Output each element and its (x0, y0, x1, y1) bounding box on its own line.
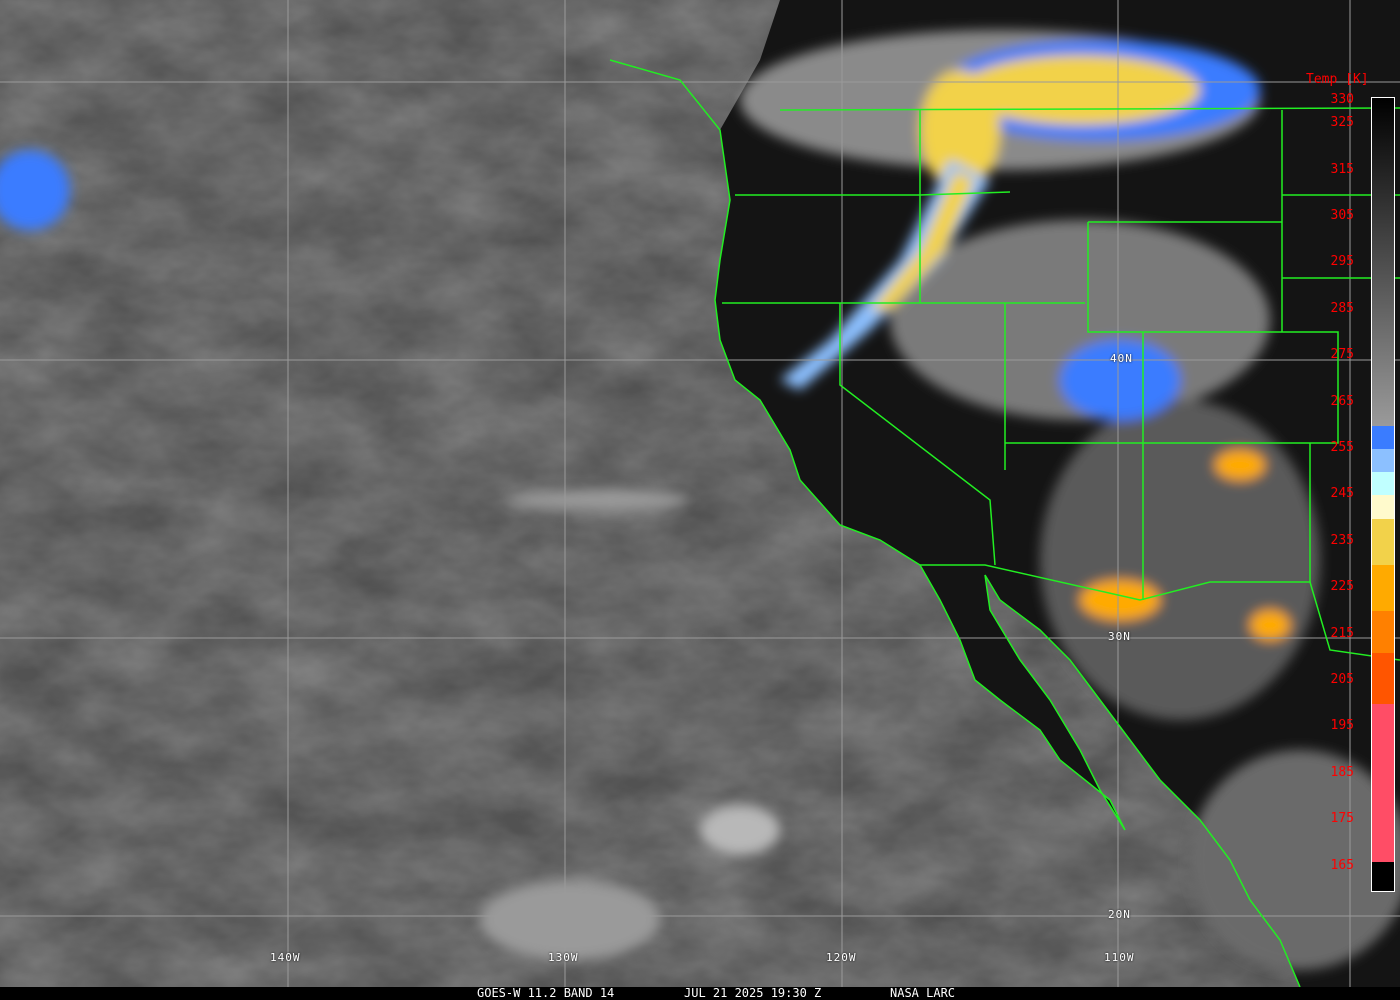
colorbar-segment (1372, 704, 1394, 862)
colorbar-tick-label: 245 (1330, 486, 1354, 502)
colorbar-segment (1372, 425, 1394, 449)
caption-datetime: JUL 21 2025 19:30 Z (684, 986, 822, 1000)
colorbar-segment (1372, 861, 1394, 876)
caption-source: NASA LARC (890, 986, 956, 1000)
lat-label-30n: 30N (1108, 630, 1131, 643)
colorbar-title: Temp [K] (1306, 72, 1369, 87)
colorbar-tick-label: 225 (1330, 579, 1354, 595)
colorbar-tick-label: 195 (1330, 718, 1354, 734)
temperature-colorbar (1371, 97, 1395, 892)
colorbar-tick-label: 205 (1330, 672, 1354, 687)
ca-nv-border (839, 303, 996, 566)
colorbar-tick-label: 235 (1330, 532, 1354, 548)
lon-label-120w: 120W (826, 951, 857, 964)
image-caption: GOES-W 11.2 BAND 14 JUL 21 2025 19:30 Z … (0, 987, 1400, 1000)
colorbar-segment (1372, 98, 1394, 426)
colorbar-tick-label: 175 (1330, 811, 1354, 827)
colorbar-tick-label: 265 (1330, 393, 1354, 409)
colorbar-segment (1372, 472, 1394, 496)
colorbar-segment (1372, 611, 1394, 654)
colorbar-tick-label: 185 (1330, 764, 1354, 780)
lon-label-140w: 140W (270, 951, 301, 964)
us-mexico-border (920, 564, 1400, 661)
canada-us-border (779, 107, 1400, 111)
colorbar-tick-label: 285 (1330, 300, 1354, 316)
colorbar-tick-label: 305 (1330, 208, 1354, 223)
colorbar-segment (1372, 565, 1394, 612)
colorbar-tick-label: 255 (1330, 440, 1354, 455)
lon-label-110w: 110W (1104, 951, 1135, 964)
coastline (609, 59, 1301, 987)
colorbar-tick-label: 275 (1330, 347, 1354, 363)
colorbar-tick-label: 315 (1330, 161, 1354, 177)
colorbar-tick-label: 165 (1330, 857, 1354, 873)
lat-label-40n: 40N (1110, 352, 1133, 365)
colorbar-segment (1372, 518, 1394, 565)
coastlines-and-borders (609, 59, 1400, 987)
colorbar-tick-label: 215 (1330, 625, 1354, 641)
colorbar-segment (1372, 653, 1394, 705)
lat-label-20n: 20N (1108, 908, 1131, 921)
colorbar-segment (1372, 495, 1394, 519)
colorbar-tick-label: 295 (1330, 254, 1354, 270)
colorbar-tick-label: 325 (1330, 115, 1354, 131)
colorbar-tick-label: 330 (1330, 92, 1354, 107)
state-borders (919, 110, 1400, 600)
caption-product: GOES-W 11.2 BAND 14 (477, 986, 615, 1000)
cloud-field (0, 30, 1400, 970)
lon-label-130w: 130W (548, 951, 579, 964)
colorbar-segment (1372, 449, 1394, 473)
